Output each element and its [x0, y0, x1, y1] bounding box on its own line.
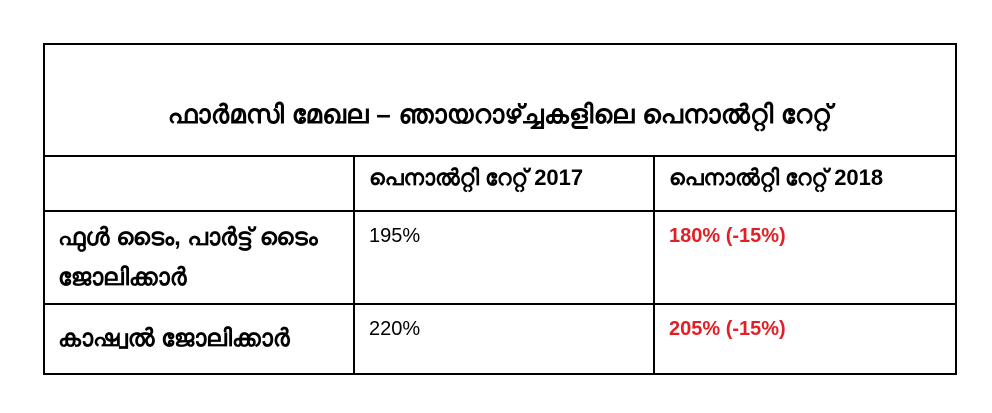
row-label-fulltime-parttime: ഫുൾ ടൈം, പാർട്ട് ടൈം ജോലിക്കാർ — [43, 210, 355, 305]
penalty-rate-table: ഫാർമസി മേഖല – ഞായറാഴ്ച്ചകളിലെ പെനാൽറ്റി … — [43, 43, 957, 375]
casual-rate-2017-value: 220% — [353, 303, 655, 375]
casual-rate-2018-value: 205% (-15%) — [653, 303, 957, 375]
column-header-rate-2018: പെനാൽറ്റി റേറ്റ് 2018 — [653, 155, 957, 212]
column-header-rate-2017: പെനാൽറ്റി റേറ്റ് 2017 — [353, 155, 655, 212]
table-title: ഫാർമസി മേഖല – ഞായറാഴ്ച്ചകളിലെ പെനാൽറ്റി … — [43, 43, 957, 157]
table-row-casual: കാഷ്വൽ ജോലിക്കാർ 220% 205% (-15%) — [43, 303, 957, 375]
fulltime-rate-2017-value: 195% — [353, 210, 655, 305]
table-row-fulltime-parttime: ഫുൾ ടൈം, പാർട്ട് ടൈം ജോലിക്കാർ 195% 180%… — [43, 210, 957, 305]
table-header-row: പെനാൽറ്റി റേറ്റ് 2017 പെനാൽറ്റി റേറ്റ് 2… — [43, 155, 957, 212]
column-header-category — [43, 155, 355, 212]
row-label-casual: കാഷ്വൽ ജോലിക്കാർ — [43, 303, 355, 375]
table-title-row: ഫാർമസി മേഖല – ഞായറാഴ്ച്ചകളിലെ പെനാൽറ്റി … — [43, 43, 957, 157]
fulltime-rate-2018-value: 180% (-15%) — [653, 210, 957, 305]
